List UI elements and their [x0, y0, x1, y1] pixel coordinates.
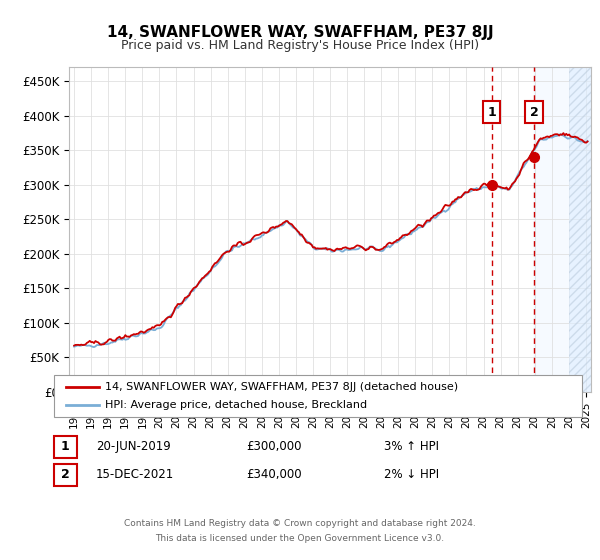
- Bar: [569, 67, 600, 392]
- Text: 1: 1: [61, 440, 70, 454]
- Text: This data is licensed under the Open Government Licence v3.0.: This data is licensed under the Open Gov…: [155, 534, 445, 543]
- Text: 1: 1: [487, 106, 496, 119]
- Text: 15-DEC-2021: 15-DEC-2021: [96, 468, 174, 482]
- Bar: [534, 67, 600, 392]
- Text: £300,000: £300,000: [246, 440, 302, 454]
- Text: 2: 2: [61, 468, 70, 482]
- Text: 2: 2: [530, 106, 538, 119]
- Text: 3% ↑ HPI: 3% ↑ HPI: [384, 440, 439, 454]
- Text: Contains HM Land Registry data © Crown copyright and database right 2024.: Contains HM Land Registry data © Crown c…: [124, 519, 476, 528]
- Text: HPI: Average price, detached house, Breckland: HPI: Average price, detached house, Brec…: [105, 400, 367, 410]
- Text: 2% ↓ HPI: 2% ↓ HPI: [384, 468, 439, 482]
- Text: £340,000: £340,000: [246, 468, 302, 482]
- Text: 14, SWANFLOWER WAY, SWAFFHAM, PE37 8JJ: 14, SWANFLOWER WAY, SWAFFHAM, PE37 8JJ: [107, 25, 493, 40]
- Text: 20-JUN-2019: 20-JUN-2019: [96, 440, 171, 454]
- Text: 14, SWANFLOWER WAY, SWAFFHAM, PE37 8JJ (detached house): 14, SWANFLOWER WAY, SWAFFHAM, PE37 8JJ (…: [105, 382, 458, 392]
- Text: Price paid vs. HM Land Registry's House Price Index (HPI): Price paid vs. HM Land Registry's House …: [121, 39, 479, 52]
